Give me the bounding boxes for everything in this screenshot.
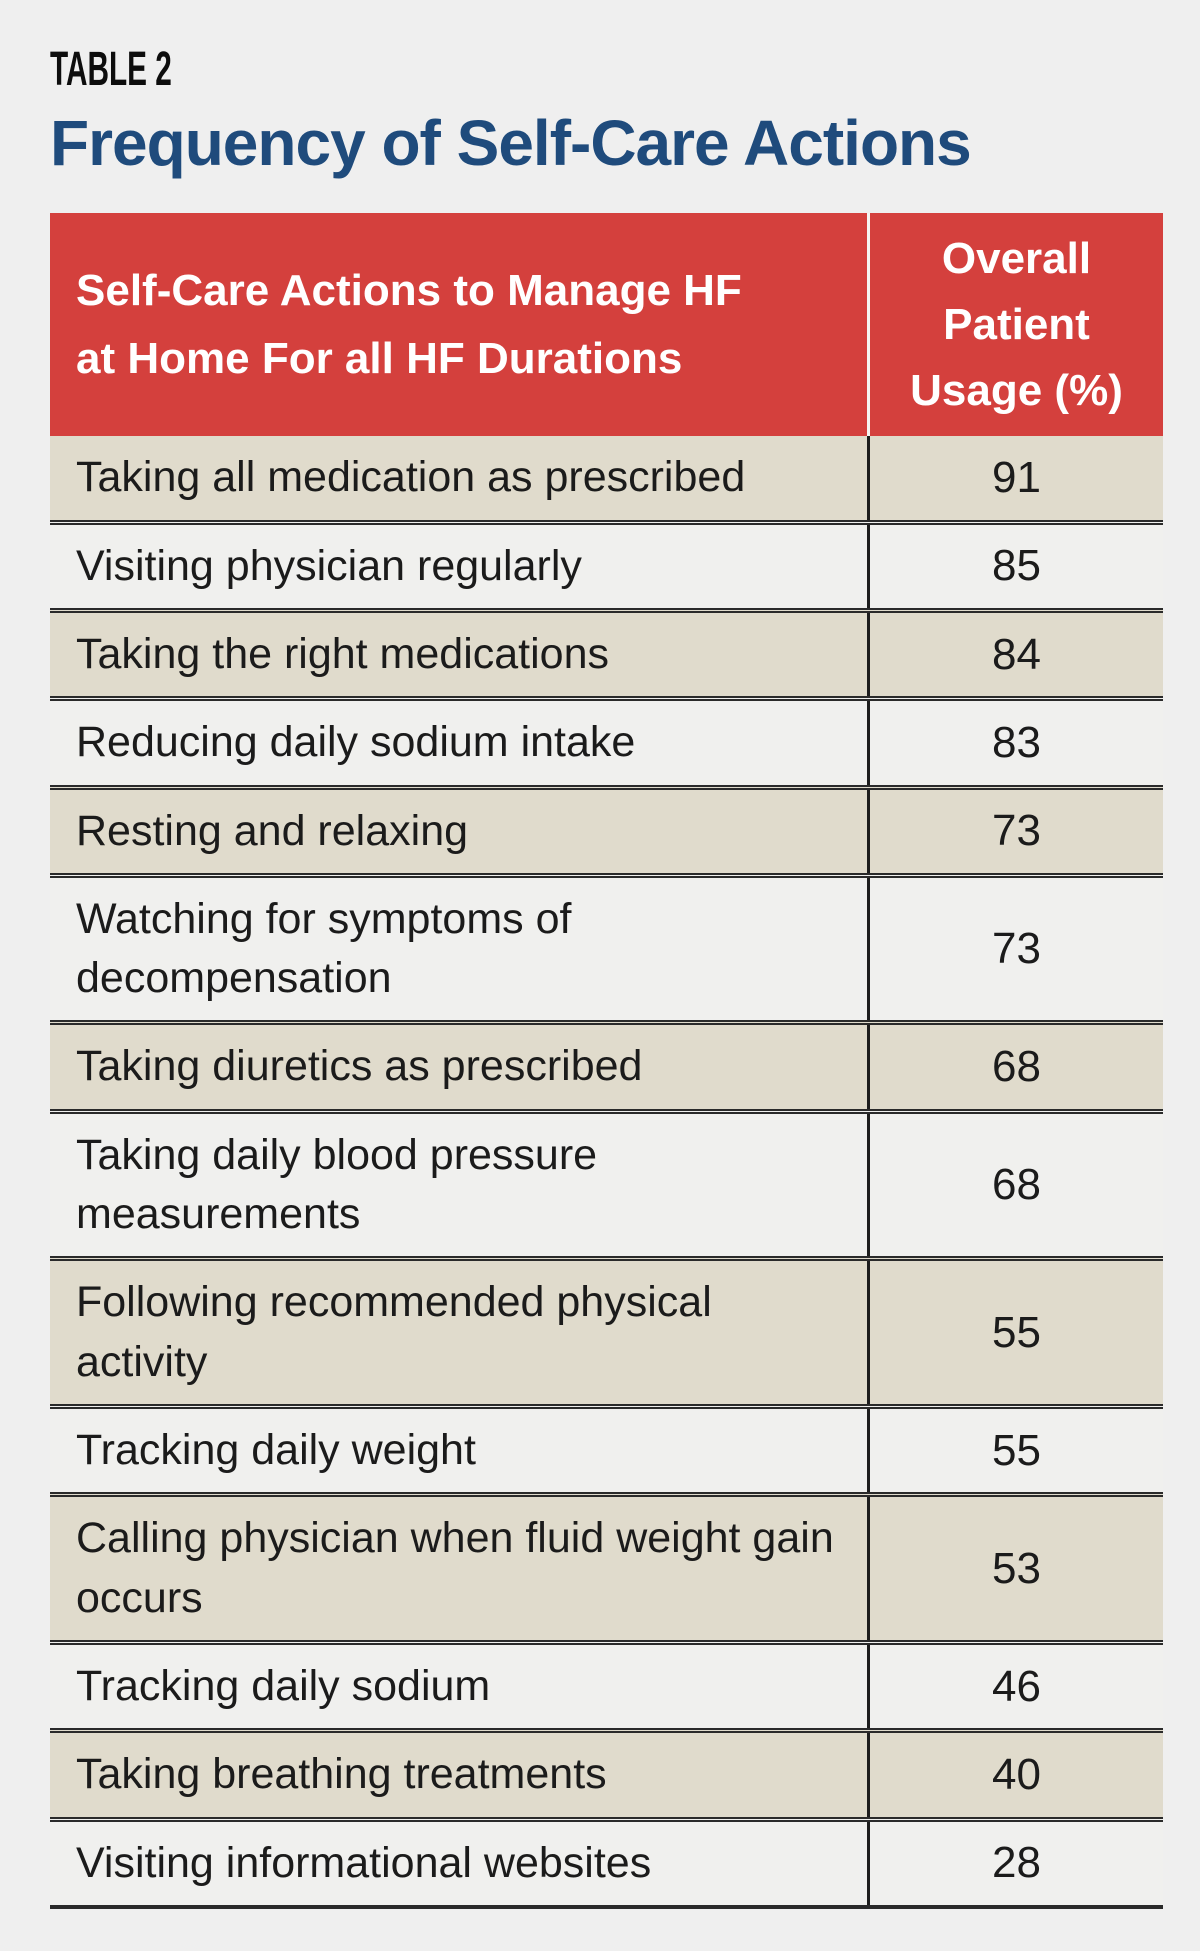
usage-value-cell: 91 (867, 436, 1163, 520)
self-care-actions-table: Self-Care Actions to Manage HF at Home F… (50, 213, 1163, 1910)
action-cell: Calling physician when fluid weight gain… (76, 1514, 834, 1622)
action-cell: Taking the right medications (76, 629, 610, 678)
usage-value-cell: 68 (867, 1025, 1163, 1109)
usage-value-cell: 85 (867, 524, 1163, 608)
action-cell: Watching for symptoms of decompensation (76, 894, 572, 1003)
table-row: Following recommended physical activity … (50, 1256, 1163, 1405)
header-cell-usage: Overall Patient Usage (%) (867, 213, 1163, 437)
table-row: Tracking daily weight 55 (50, 1404, 1163, 1493)
header-actions-line-2: at Home For all HF Durations (76, 333, 683, 383)
header-cell-actions: Self-Care Actions to Manage HF at Home F… (50, 213, 867, 436)
usage-value-cell: 46 (867, 1645, 1163, 1729)
table-row: Taking diuretics as prescribed 68 (50, 1020, 1163, 1109)
table-header-row: Self-Care Actions to Manage HF at Home F… (50, 213, 1163, 437)
usage-value-cell: 53 (867, 1497, 1163, 1641)
usage-value-cell: 68 (867, 1113, 1163, 1257)
table-row: Resting and relaxing 73 (50, 784, 1163, 873)
header-usage-line-2: Patient (943, 299, 1090, 349)
action-cell: Visiting physician regularly (76, 541, 582, 590)
usage-value-cell: 55 (867, 1409, 1163, 1493)
usage-value-cell: 73 (867, 789, 1163, 873)
usage-value-cell: 55 (867, 1261, 1163, 1405)
table-row: Taking all medication as prescribed 91 (50, 436, 1163, 520)
table-row: Tracking daily sodium 46 (50, 1640, 1163, 1729)
table-row: Watching for symptoms of decompensation … (50, 872, 1163, 1021)
usage-value-cell: 83 (867, 701, 1163, 785)
action-cell: Visiting informational websites (76, 1838, 652, 1887)
action-cell: Taking all medication as prescribed (76, 453, 746, 502)
action-cell: Taking breathing treatments (76, 1750, 607, 1799)
action-cell: Taking daily blood pressure measurements (76, 1130, 598, 1239)
page: TABLE 2 Frequency of Self-Care Actions S… (50, 43, 1163, 1910)
usage-value-cell: 73 (867, 877, 1163, 1021)
usage-value-cell: 84 (867, 612, 1163, 697)
header-usage-line-3: Usage (%) (910, 365, 1123, 415)
action-cell: Resting and relaxing (76, 806, 469, 855)
action-cell: Reducing daily sodium intake (76, 718, 636, 767)
table-row: Taking the right medications 84 (50, 607, 1163, 697)
action-cell: Following recommended physical activity (76, 1278, 712, 1386)
table-row: Taking breathing treatments 40 (50, 1728, 1163, 1817)
table-body: Taking all medication as prescribed 91 V… (50, 436, 1163, 1910)
header-actions-line-1: Self-Care Actions to Manage HF (76, 265, 742, 315)
table-row: Reducing daily sodium intake 83 (50, 696, 1163, 785)
action-cell: Taking diuretics as prescribed (76, 1042, 643, 1091)
action-cell: Tracking daily weight (76, 1426, 476, 1475)
header-usage-line-1: Overall (941, 233, 1092, 283)
usage-value-cell: 40 (867, 1733, 1163, 1817)
action-cell: Tracking daily sodium (76, 1662, 491, 1711)
table-number-kicker: TABLE 2 (50, 43, 172, 96)
usage-value-cell: 28 (867, 1821, 1163, 1906)
table-row: Visiting physician regularly 85 (50, 519, 1163, 608)
table-row: Calling physician when fluid weight gain… (50, 1492, 1163, 1641)
table-row: Taking daily blood pressure measurements… (50, 1108, 1163, 1257)
table-row: Visiting informational websites 28 (50, 1816, 1163, 1910)
page-title: Frequency of Self-Care Actions (50, 107, 972, 179)
